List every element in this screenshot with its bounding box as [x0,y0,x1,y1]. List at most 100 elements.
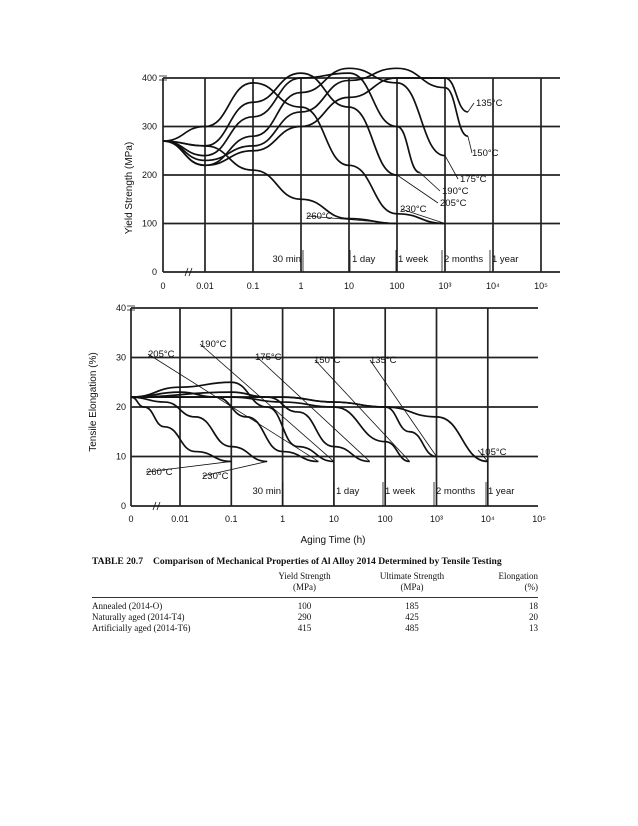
yield-y-axis-label: Yield Strength (MPa) [124,142,135,234]
series-label: 230°C [202,471,229,482]
series-line [162,72,421,174]
y-tick-label: 0 [121,501,126,511]
table-title: Comparison of Mechanical Properties of A… [153,556,502,567]
table-header: Yield Strength (MPa) Ultimate Strength (MP… [92,567,538,597]
y-tick-label: 40 [116,303,126,313]
yield-grid [159,75,560,277]
series-label: 135°C [476,98,503,109]
axis-break-mark [159,75,167,81]
elongation-ticks: 0 10 20 30 40 0 0.01 0.1 1 10 100 10³ 10⁴ 10⁵ [116,303,546,524]
cell-elongation: 18 [529,601,538,611]
series-line [162,140,398,225]
x-tick-label: 0.01 [171,514,189,524]
time-marker-label: 2 months [444,254,483,265]
yield-strength-chart: 0 100 200 300 400 0 0.01 0.1 1 10 100 10³ 10⁴ 10⁵ 30 … [124,67,560,291]
table-rule [92,597,538,598]
x-tick-label: 10 [329,514,339,524]
series-label: 260°C [306,211,333,222]
series-line [162,67,446,167]
series-leader-line [444,155,459,180]
elongation-series-labels: 105°C 135°C 150°C 175°C 190°C 205°C 230°C 260°C [145,339,507,482]
x-tick-label: 10⁵ [532,514,546,524]
y-tick-label: 100 [142,219,157,229]
header-elongation-unit: (%) [524,582,539,592]
elongation-x-axis-label: Aging Time (h) [300,535,365,546]
header-yield-unit: (MPa) [293,582,316,592]
series-leader-line [145,461,232,473]
x-tick-label: 10³ [438,281,451,291]
x-tick-label: 10³ [430,514,443,524]
series-label: 175°C [255,352,282,363]
series-line [130,396,232,463]
series-line [130,396,268,463]
series-label: 230°C [400,204,427,215]
axis-break-mark [184,267,193,277]
row-label: Naturally aged (2014-T4) [92,612,185,622]
row-label: Annealed (2014-O) [92,601,163,611]
time-marker-label: 2 months [436,486,475,497]
x-tick-label: 0 [128,514,133,524]
series-line [131,396,410,463]
x-tick-label: 0.1 [247,281,260,291]
time-marker-label: 1 week [385,486,415,497]
x-tick-label: 0.1 [225,514,238,524]
series-label: 105°C [480,447,507,458]
header-yield: Yield Strength [278,571,331,581]
x-tick-label: 100 [389,281,404,291]
series-line [130,391,370,463]
time-marker-label: 1 day [352,254,375,265]
table-row: Naturally aged (2014-T4) 290 425 20 [92,612,538,623]
time-marker-label: 30 min [272,254,301,265]
series-line [162,67,469,162]
table-row: Annealed (2014-O) 100 185 18 [92,601,538,612]
x-tick-label: 0.01 [196,281,214,291]
x-tick-label: 100 [378,514,393,524]
cell-yield: 415 [297,623,312,633]
series-leader-line [419,172,441,192]
cell-ultimate: 185 [405,601,419,611]
elongation-grid [127,305,538,511]
x-tick-label: 10⁴ [486,281,500,291]
cell-yield: 100 [297,601,312,611]
cell-elongation: 20 [529,612,538,622]
time-marker-label: 1 year [492,254,518,265]
elongation-curves [130,381,488,463]
x-tick-label: 10 [344,281,354,291]
yield-ticks: 0 100 200 300 400 0 0.01 0.1 1 10 100 10³ 10⁴ 10⁵ [142,73,548,291]
y-tick-label: 30 [116,353,126,363]
series-leader-line [147,353,319,462]
series-label: 175°C [460,174,487,185]
header-ultimate: Ultimate Strength [379,571,445,581]
series-label: 205°C [148,349,175,360]
axis-break-mark [127,305,135,311]
series-line [130,381,334,463]
time-marker-label: 1 day [336,486,359,497]
x-tick-label: 0 [160,281,165,291]
x-tick-label: 1 [298,281,303,291]
header-ultimate-unit: (MPa) [400,582,424,592]
series-label: 150°C [314,355,341,366]
series-line [162,81,446,225]
cell-yield: 290 [297,612,312,622]
series-leader-line [467,102,475,113]
y-tick-label: 10 [116,452,126,462]
cell-ultimate: 485 [405,623,419,633]
series-leader-line [199,343,335,462]
row-label: Artificially aged (2014-T6) [92,623,191,633]
time-marker-label: 1 year [488,486,514,497]
series-leader-line [477,449,489,462]
yield-curves [162,67,469,225]
series-label: 205°C [440,198,467,209]
x-tick-label: 1 [280,514,285,524]
table-caption: TABLE 20.7 Comparison of Mechanical Prope… [92,556,538,567]
y-tick-label: 20 [116,402,126,412]
series-leader-line [369,359,437,457]
y-tick-label: 200 [142,170,157,180]
table-label: TABLE 20.7 [92,556,143,567]
axis-break-mark [152,501,161,511]
elongation-time-markers: 30 min 1 day 1 week 2 months 1 year [252,482,514,506]
series-label: 135°C [370,355,397,366]
series-label: 150°C [472,148,499,159]
